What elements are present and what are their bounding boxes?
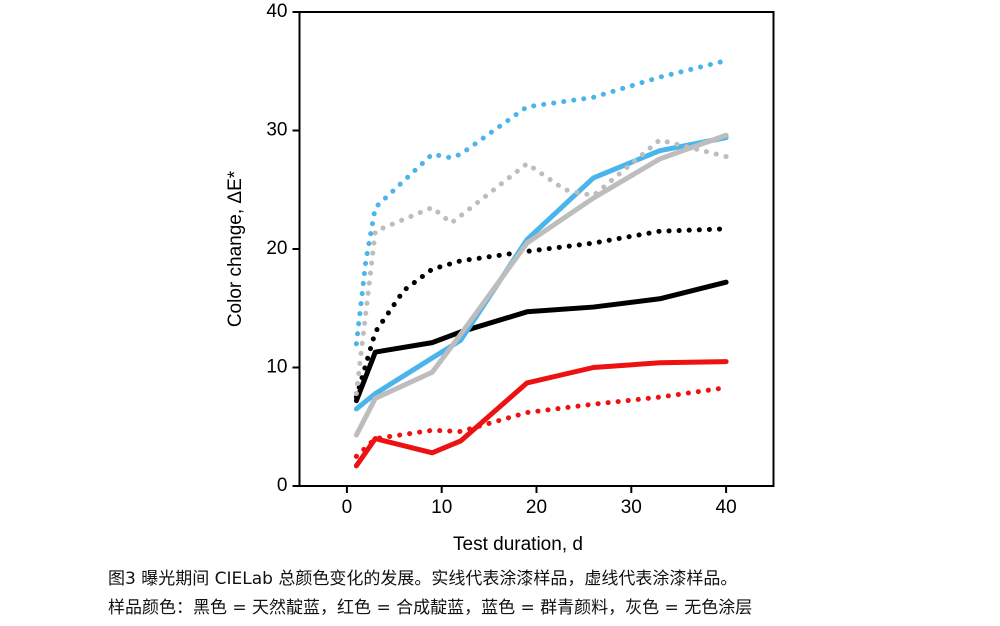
solid-line [353, 359, 729, 469]
y-tick-label: 40 [266, 1, 287, 22]
y-tick-label: 20 [266, 238, 287, 259]
y-axis-label: Color change, ΔE* [225, 170, 246, 327]
x-tick-label: 10 [431, 497, 452, 518]
y-tick-label: 0 [277, 475, 288, 496]
caption-line: 样品颜色：黑色 = 天然靛蓝，红色 = 合成靛蓝，蓝色 = 群青颜料，灰色 = … [108, 598, 753, 618]
dotted-line [353, 385, 729, 459]
x-axis-label: Test duration, d [453, 534, 583, 555]
solid-line [353, 132, 729, 438]
dotted-line [353, 137, 729, 397]
chart: Test duration, d Color change, ΔE* 0 10 20… [225, 1, 775, 555]
x-tick-label: 20 [526, 497, 547, 518]
dotted-line [353, 58, 729, 347]
x-tick-label: 0 [342, 497, 353, 518]
dotted-line [353, 226, 729, 400]
plot-frame [298, 11, 775, 487]
solid-line [353, 135, 729, 412]
solid-line [353, 279, 729, 404]
y-tick-label: 10 [266, 357, 287, 378]
caption-line: 图3 曝光期间 CIELab 总颜色变化的发展。实线代表涂漆样品，虚线代表涂漆样… [108, 569, 738, 589]
y-tick-label: 30 [266, 120, 287, 141]
x-tick-label: 40 [716, 497, 737, 518]
x-tick-label: 30 [621, 497, 642, 518]
